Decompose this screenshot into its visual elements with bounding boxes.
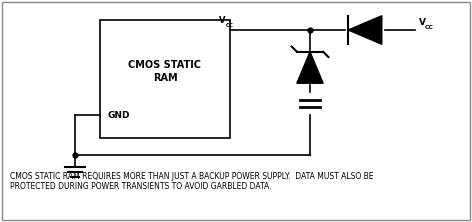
Text: CMOS STATIC RAM REQUIRES MORE THAN JUST A BACKUP POWER SUPPLY.  DATA MUST ALSO B: CMOS STATIC RAM REQUIRES MORE THAN JUST … — [10, 172, 373, 191]
Text: RAM: RAM — [152, 73, 177, 83]
Polygon shape — [348, 16, 382, 44]
Text: CC: CC — [226, 23, 234, 28]
Text: CC: CC — [425, 25, 434, 30]
Text: V: V — [219, 16, 225, 25]
Text: V: V — [419, 18, 426, 27]
Bar — [100, 20, 230, 138]
Text: CMOS STATIC: CMOS STATIC — [128, 60, 202, 70]
Text: GND: GND — [108, 111, 130, 119]
Polygon shape — [297, 52, 323, 83]
